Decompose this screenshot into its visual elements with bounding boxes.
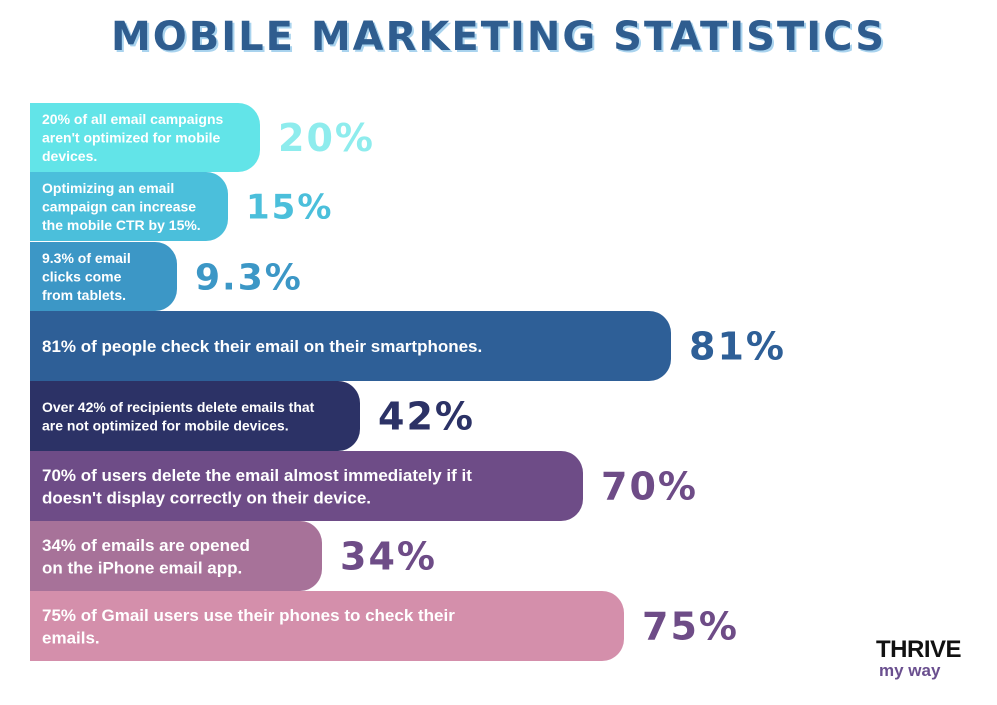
value-label: 70%	[601, 465, 698, 509]
bar	[30, 451, 583, 521]
bar-description-line: campaign can increase	[42, 199, 196, 215]
value-label: 34%	[340, 535, 437, 579]
bar-group: Optimizing an email campaign can increase…	[30, 172, 333, 241]
bar	[30, 381, 360, 451]
value-label: 42%	[378, 395, 475, 439]
bar-group: 75% of Gmail users use their phones to c…	[30, 591, 739, 661]
value-label: 75%	[642, 605, 739, 649]
bar-description-line: Over 42% of recipients delete emails tha…	[42, 399, 315, 415]
bar-description-line: emails.	[42, 628, 100, 647]
bar-description-line: 20% of all email campaigns	[42, 111, 224, 127]
bar-description-line: devices.	[42, 148, 97, 164]
bar-description-line: the mobile CTR by 15%.	[42, 217, 201, 233]
bar-description-line: 34% of emails are opened	[42, 536, 250, 555]
bar-description-line: Optimizing an email	[42, 180, 174, 196]
value-label: 9.3%	[195, 257, 303, 298]
bar-group: 70% of users delete the email almost imm…	[30, 451, 698, 521]
bar-description-line: aren't optimized for mobile	[42, 130, 221, 146]
bar-description-line: doesn't display correctly on their devic…	[42, 488, 371, 507]
value-label: 20%	[278, 116, 375, 160]
bar	[30, 591, 624, 661]
bar-group: 34% of emails are opened on the iPhone em…	[30, 521, 437, 591]
bar-group: Over 42% of recipients delete emails tha…	[30, 381, 475, 451]
bar	[30, 311, 671, 381]
bar-description-line: from tablets.	[42, 287, 126, 303]
page-title: MOBILE MARKETING STATISTICS	[110, 14, 887, 60]
bar-description-line: 9.3% of email	[42, 250, 131, 266]
bar-description-line: clicks come	[42, 269, 122, 285]
logo-bottom-text: my way	[879, 661, 941, 680]
bar-description-line: 75% of Gmail users use their phones to c…	[42, 606, 455, 625]
brand-logo: THRIVE my way	[876, 636, 962, 680]
bar-description-line: 81% of people check their email on their…	[42, 337, 482, 356]
bar-description-line: 70% of users delete the email almost imm…	[42, 466, 472, 485]
bar-description-line: are not optimized for mobile devices.	[42, 417, 289, 433]
bar	[30, 103, 260, 172]
logo-top-text: THRIVE	[876, 636, 962, 663]
bar	[30, 172, 228, 241]
value-label: 15%	[246, 188, 333, 228]
bar-group: 81% of people check their email on their…	[30, 311, 786, 381]
bar	[30, 242, 177, 311]
bar	[30, 521, 322, 591]
bar-group: 9.3% of email clicks come from tablets. 9.3…	[30, 242, 303, 311]
bar-description-line: on the iPhone email app.	[42, 558, 242, 577]
value-label: 81%	[689, 325, 786, 369]
bar-group: 20% of all email campaigns aren't optimiz…	[30, 103, 375, 172]
